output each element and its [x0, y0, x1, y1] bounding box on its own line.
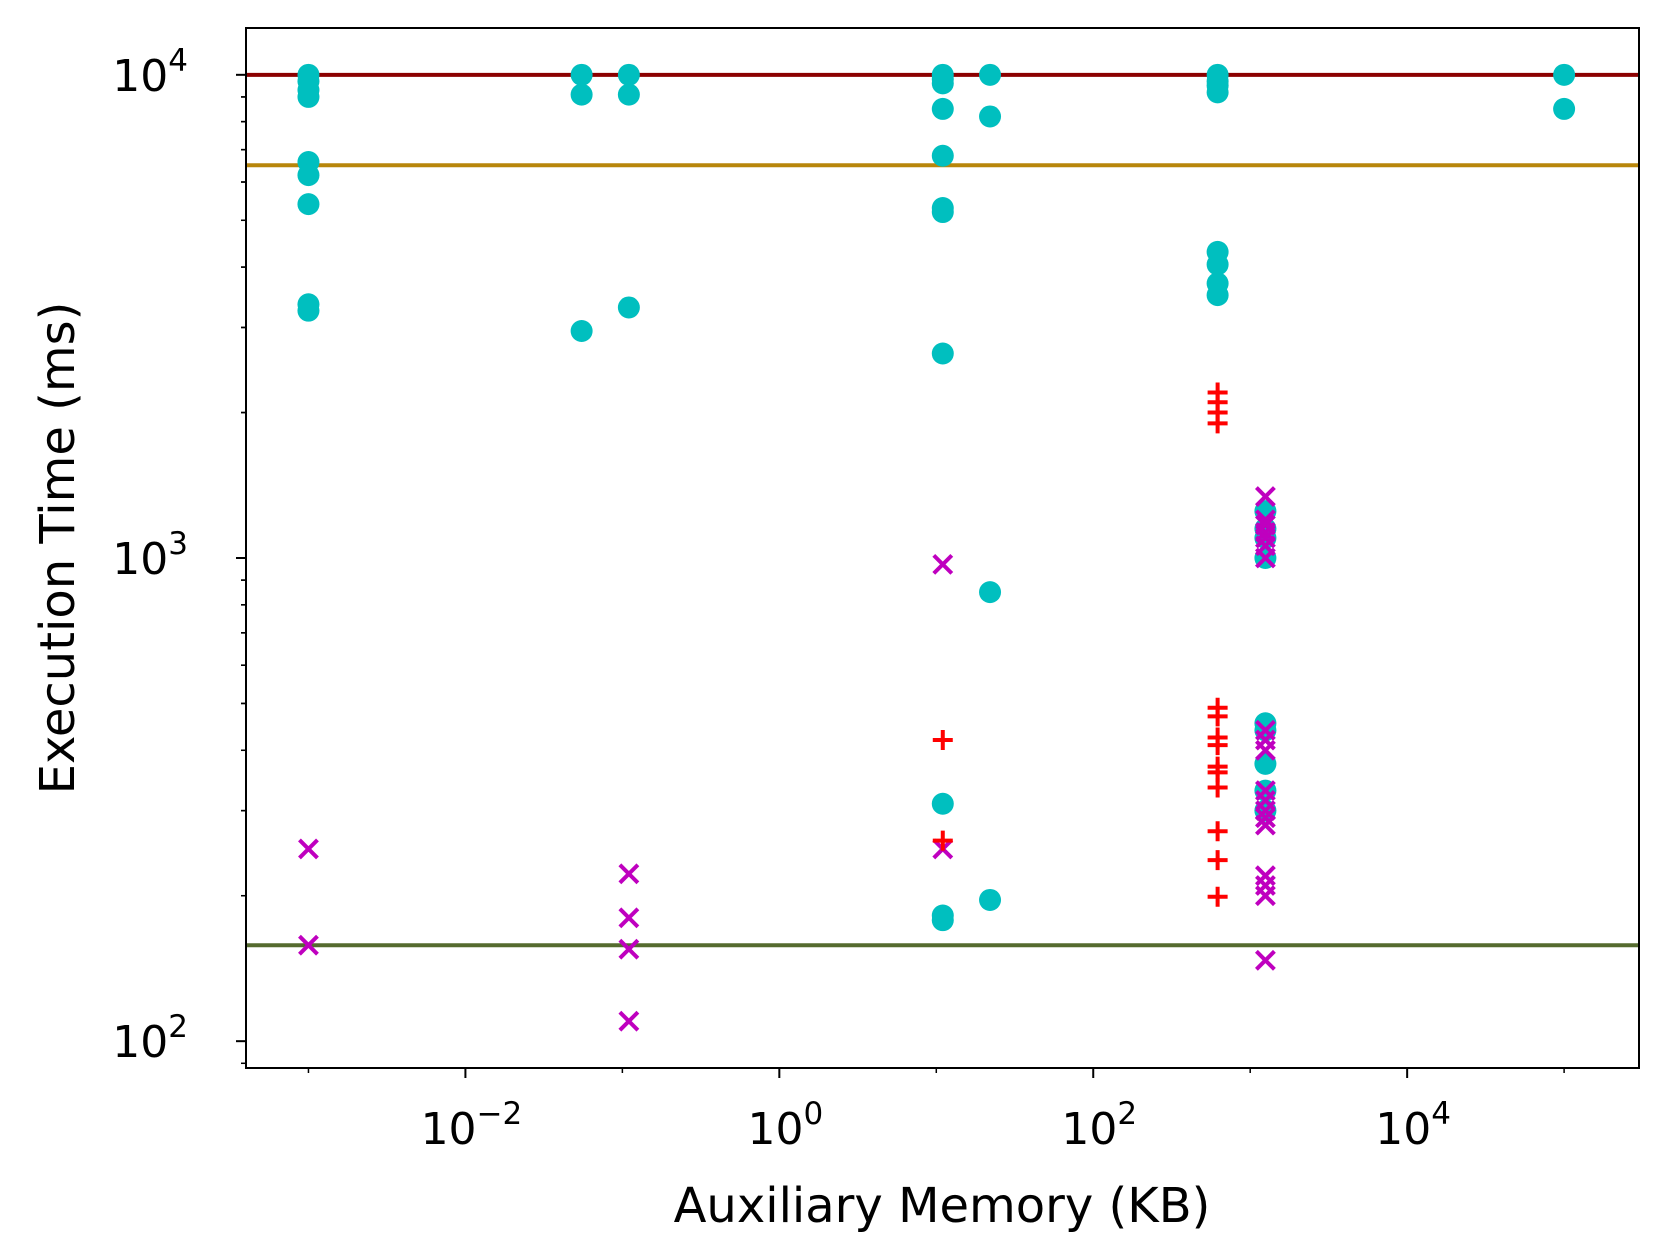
point-circle — [570, 319, 593, 342]
point-circle — [1206, 81, 1229, 104]
point-circle — [297, 299, 320, 322]
tick-label-exponent: −2 — [477, 1096, 523, 1132]
x-axis-label: Auxiliary Memory (KB) — [674, 1178, 1211, 1234]
point-circle — [1553, 97, 1576, 120]
point-x — [618, 907, 640, 929]
point-plus — [932, 830, 953, 851]
tick-label-base: 10 — [1375, 1104, 1431, 1155]
tick-label-exponent: 2 — [1117, 1096, 1137, 1132]
point-x — [1254, 739, 1276, 761]
plot-frame — [245, 27, 1640, 1069]
point-plus — [1207, 777, 1228, 798]
tick-label-base: 10 — [112, 51, 168, 102]
tick-label-exponent: 0 — [803, 1096, 823, 1132]
point-x — [618, 938, 640, 960]
point-x — [1254, 807, 1276, 829]
tick-label-exponent: 4 — [1431, 1096, 1451, 1132]
x-tick-label: 100 — [747, 1096, 823, 1155]
point-plus — [1207, 735, 1228, 756]
point-circle — [931, 72, 954, 95]
point-x — [1254, 885, 1276, 907]
point-circle — [297, 85, 320, 108]
tick-label-base: 10 — [112, 534, 168, 585]
point-circle — [979, 581, 1002, 604]
y-axis-label: Execution Time (ms) — [30, 302, 86, 795]
point-x — [1254, 486, 1276, 508]
y-tick-label: 103 — [112, 526, 188, 585]
tick-label-base: 10 — [112, 1017, 168, 1068]
point-x — [1254, 814, 1276, 836]
data-points — [297, 63, 1576, 1032]
tick-label-exponent: 3 — [168, 526, 188, 562]
point-circle — [1206, 253, 1229, 276]
point-x — [1254, 949, 1276, 971]
point-plus — [1207, 413, 1228, 434]
tick-label-base: 10 — [1061, 1104, 1117, 1155]
series-plus — [932, 382, 1228, 907]
point-x — [1254, 527, 1276, 549]
point-circle — [1553, 63, 1576, 86]
y-tick-label: 102 — [112, 1009, 188, 1068]
tick-label-base: 10 — [747, 1104, 803, 1155]
point-circle — [931, 792, 954, 815]
point-circle — [979, 63, 1002, 86]
x-tick-label: 102 — [1061, 1096, 1137, 1155]
point-x — [298, 934, 319, 956]
x-tick-label: 104 — [1375, 1096, 1451, 1155]
point-plus — [932, 730, 953, 751]
point-circle — [617, 63, 640, 86]
point-plus — [1207, 850, 1228, 871]
point-x — [932, 553, 954, 575]
point-circle — [931, 144, 954, 167]
y-tick-label: 104 — [112, 43, 188, 102]
point-circle — [931, 201, 954, 224]
point-circle — [297, 193, 320, 216]
point-x — [618, 1010, 640, 1032]
point-circle — [570, 63, 593, 86]
point-circle — [617, 296, 640, 319]
point-x — [1254, 547, 1276, 569]
point-circle — [297, 164, 320, 187]
point-circle — [931, 342, 954, 365]
point-circle — [617, 83, 640, 106]
point-plus — [1207, 706, 1228, 727]
point-x — [298, 838, 319, 860]
point-circle — [1206, 284, 1229, 307]
tick-label-exponent: 4 — [168, 43, 188, 79]
point-x — [618, 863, 640, 885]
tick-label-exponent: 2 — [168, 1009, 188, 1045]
point-circle — [979, 888, 1002, 911]
point-circle — [931, 97, 954, 120]
point-circle — [979, 105, 1002, 128]
tick-label-base: 10 — [421, 1104, 477, 1155]
point-circle — [570, 83, 593, 106]
point-circle — [931, 909, 954, 932]
point-plus — [1207, 821, 1228, 842]
x-tick-label: 10−2 — [421, 1096, 523, 1155]
point-plus — [1207, 886, 1228, 907]
